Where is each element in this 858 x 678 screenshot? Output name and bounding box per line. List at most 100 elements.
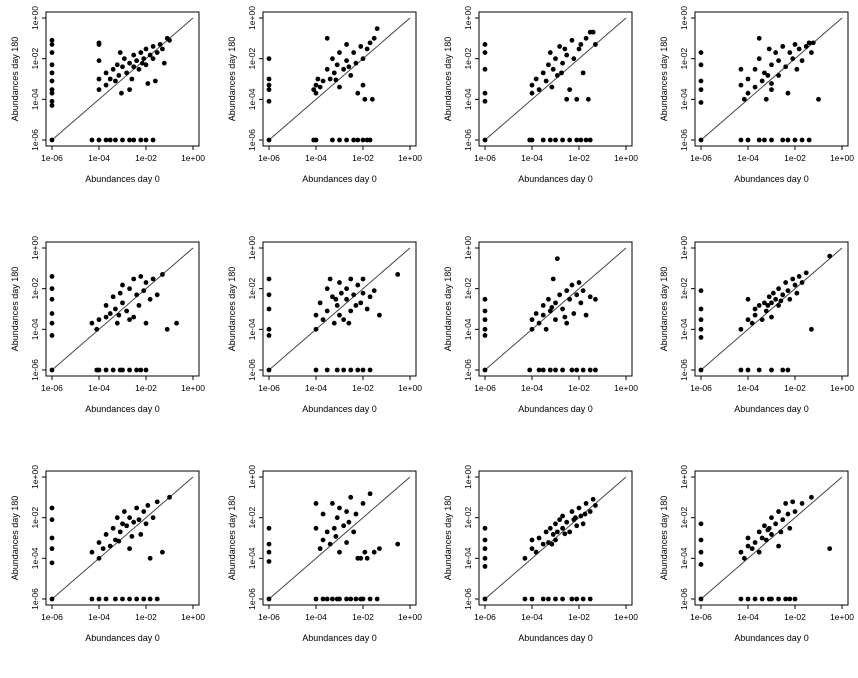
data-point (756, 56, 762, 62)
data-point (550, 276, 556, 282)
data-point (773, 521, 779, 527)
y-tick-label: 1e+00 (463, 6, 473, 30)
x-tick-label: 1e-04 (305, 383, 327, 393)
y-tick-label: 1e-06 (247, 588, 257, 610)
data-point (752, 306, 758, 312)
data-point (738, 82, 744, 88)
data-point (698, 317, 704, 323)
data-point (127, 367, 132, 373)
data-point (49, 37, 55, 43)
data-point (353, 60, 359, 66)
data-point (317, 546, 323, 552)
y-tick-label: 1e+00 (30, 6, 40, 30)
data-point (377, 312, 382, 318)
data-point (362, 96, 368, 102)
data-point (96, 367, 102, 373)
x-tick-label: 1e-02 (784, 153, 806, 163)
data-point (769, 596, 774, 602)
data-point (529, 90, 535, 96)
data-point (741, 555, 747, 561)
data-point (367, 137, 373, 143)
data-point (557, 517, 563, 523)
data-point (783, 501, 789, 506)
data-point (313, 501, 319, 506)
x-tick-label: 1e-04 (737, 153, 759, 163)
data-point (49, 103, 55, 108)
data-point (330, 294, 335, 300)
data-point (482, 98, 488, 104)
data-point (141, 56, 147, 62)
data-point (738, 137, 744, 143)
y-tick-label: 1e-04 (30, 318, 40, 340)
data-point (773, 296, 779, 302)
data-point (553, 367, 558, 373)
data-point (134, 292, 140, 298)
data-point (593, 42, 598, 47)
data-point (559, 70, 564, 76)
y-tick-label: 1e-04 (463, 88, 473, 110)
data-point (816, 96, 821, 102)
data-point (96, 596, 102, 602)
data-point (134, 596, 140, 602)
data-point (351, 529, 357, 535)
data-point (738, 367, 744, 373)
data-point (572, 515, 578, 521)
data-point (49, 274, 55, 279)
y-tick-label: 1e-04 (463, 547, 473, 569)
data-point (395, 272, 401, 277)
data-point (583, 501, 589, 506)
x-tick-label: 1e-06 (690, 383, 712, 393)
data-point (266, 87, 272, 93)
data-point (529, 82, 535, 88)
data-point (174, 320, 179, 326)
data-point (698, 335, 704, 340)
data-point (337, 84, 342, 90)
data-point (776, 543, 781, 549)
data-point (49, 296, 55, 302)
data-point (167, 494, 172, 500)
data-point (113, 78, 118, 84)
data-point (765, 527, 771, 533)
data-point (131, 137, 137, 143)
data-point (110, 66, 116, 72)
data-point (337, 280, 342, 285)
data-point (266, 82, 272, 88)
data-point (803, 270, 809, 276)
data-point (529, 546, 535, 552)
data-point (569, 282, 575, 288)
data-point (554, 529, 560, 535)
data-point (482, 308, 488, 314)
identity-line (484, 247, 627, 371)
data-point (120, 521, 125, 527)
data-point (590, 29, 596, 35)
identity-line (484, 17, 627, 141)
data-point (147, 596, 153, 602)
x-tick-label: 1e+00 (830, 612, 854, 622)
y-axis-label: Abundances day 180 (659, 496, 669, 581)
data-point (131, 314, 137, 320)
data-point (698, 62, 704, 68)
data-point (776, 509, 781, 514)
data-point (543, 326, 549, 332)
x-tick-label: 1e+00 (398, 612, 422, 622)
data-point (765, 73, 771, 78)
data-point (107, 76, 113, 82)
data-point (160, 272, 165, 277)
data-point (590, 496, 596, 502)
data-point (533, 76, 539, 82)
data-point (89, 320, 95, 326)
x-tick-label: 1e-02 (352, 153, 374, 163)
data-point (482, 90, 488, 96)
data-point (799, 501, 805, 506)
x-tick-label: 1e-06 (258, 612, 280, 622)
x-tick-label: 1e-02 (135, 153, 157, 163)
data-point (49, 42, 55, 47)
data-point (348, 596, 354, 602)
plot-frame (45, 241, 200, 377)
y-tick-label: 1e-02 (247, 507, 257, 529)
data-point (344, 509, 349, 514)
data-point (113, 306, 118, 312)
data-point (571, 56, 577, 62)
data-point (698, 137, 704, 143)
